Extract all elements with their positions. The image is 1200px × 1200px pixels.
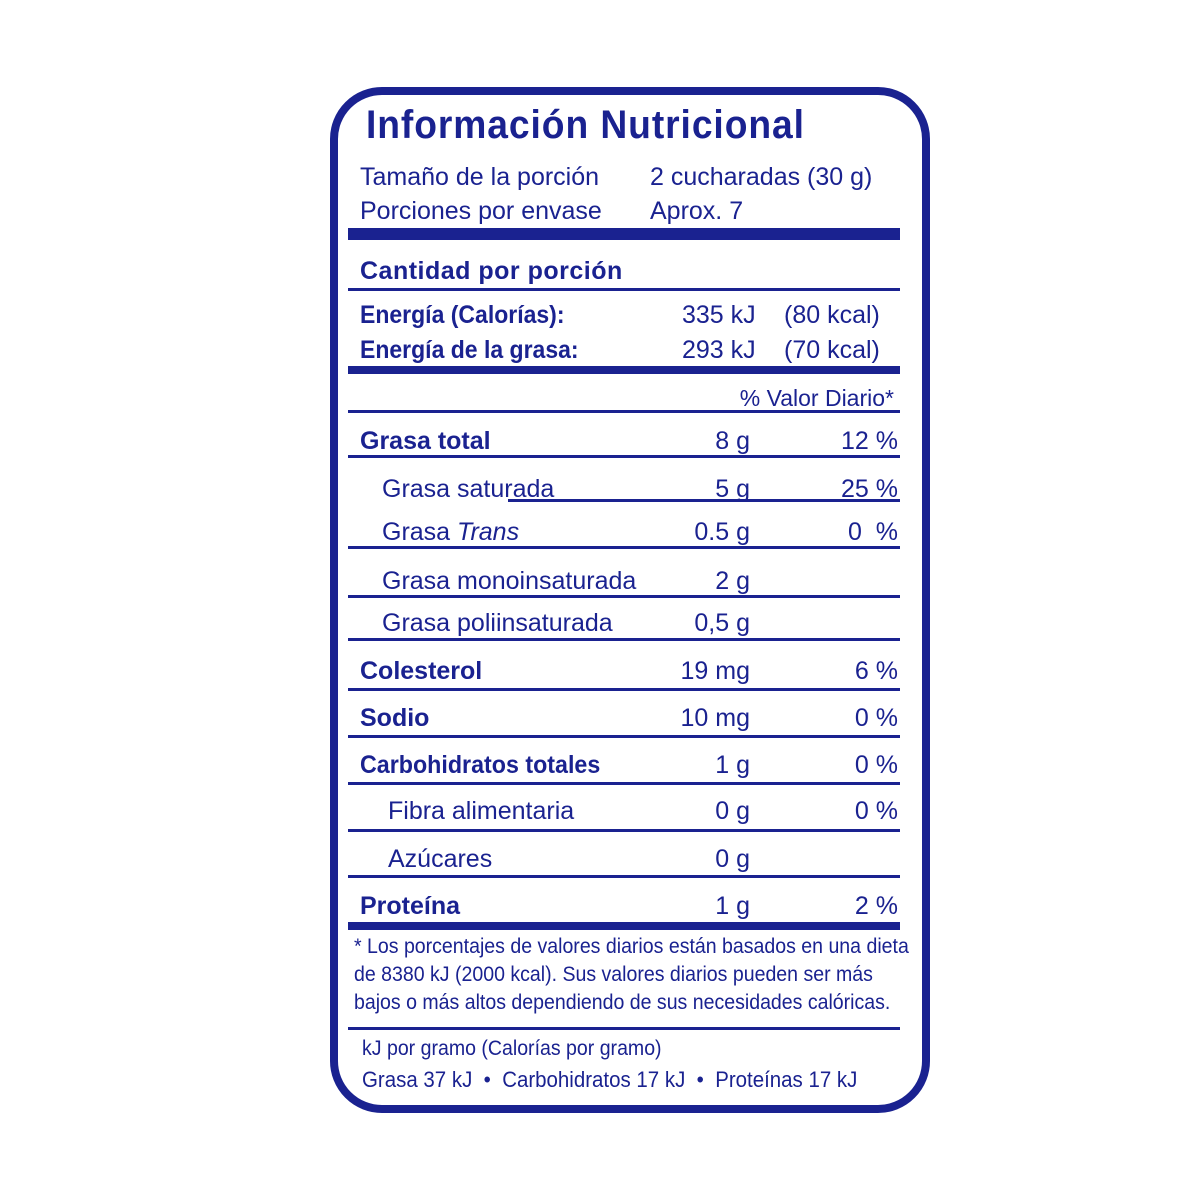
nutrient-amount: 1 g (715, 892, 750, 920)
nutrient-daily-value: 0 % (854, 704, 898, 732)
divider (348, 366, 900, 374)
nutrient-amount: 0.5 g (694, 518, 750, 546)
servings-per-container-label: Porciones por envase (360, 197, 602, 225)
nutrient-amount: 0,5 g (694, 609, 750, 637)
divider (348, 595, 900, 598)
energy-per-gram-header: kJ por gramo (Calorías por gramo) (362, 1037, 662, 1060)
nutrient-daily-value: 25 % (841, 475, 898, 503)
nutrient-label: Carbohidratos totales (360, 751, 601, 779)
servings-per-container-value: Aprox. 7 (650, 197, 744, 225)
nutrient-amount: 0 g (715, 845, 750, 873)
energy-label: Energía (Calorías): (360, 301, 565, 329)
footnote-line: * Los porcentajes de valores diarios est… (354, 935, 909, 958)
nutrient-label: Grasa monoinsaturada (382, 567, 637, 595)
nutrient-daily-value: 12 % (841, 427, 898, 455)
divider (348, 922, 900, 930)
nutrient-label: Grasa poliinsaturada (382, 609, 613, 637)
nutrient-label: Sodio (360, 704, 430, 732)
divider (348, 875, 900, 878)
nutrient-label: Grasa saturada (382, 475, 555, 503)
divider (348, 546, 900, 549)
serving-size-label: Tamaño de la porción (360, 163, 600, 191)
nutrient-amount: 2 g (715, 567, 750, 595)
daily-value-header: % Valor Diario* (739, 385, 894, 411)
nutrient-daily-value: 6 % (854, 657, 898, 685)
energy-kcal: (80 kcal) (784, 301, 880, 329)
nutrient-label: Colesterol (360, 657, 483, 685)
divider (348, 455, 900, 458)
nutrient-daily-value: 0 % (854, 751, 898, 779)
nutrition-facts-label: Información Nutricional Tamaño de la por… (330, 87, 930, 1113)
fat-energy-kj: 293 kJ (682, 336, 756, 364)
nutrient-daily-value: 0 % (847, 518, 898, 546)
divider (348, 829, 900, 832)
amount-per-serving-heading: Cantidad por porción (360, 257, 623, 285)
nutrient-amount: 19 mg (680, 657, 750, 685)
divider (348, 228, 900, 240)
nutrient-daily-value: 0 % (854, 797, 898, 825)
divider (348, 1027, 900, 1030)
energy-kj: 335 kJ (682, 301, 756, 329)
nutrient-label: Grasa Trans (382, 518, 519, 547)
divider (348, 288, 900, 291)
nutrient-amount: 8 g (715, 427, 750, 455)
nutrient-label-text: Grasa (382, 518, 458, 546)
divider (348, 782, 900, 785)
fat-energy-kcal: (70 kcal) (784, 336, 880, 364)
divider (348, 410, 900, 413)
serving-size-value: 2 cucharadas (30 g) (650, 163, 873, 191)
divider (508, 499, 900, 502)
nutrient-label-italic: Trans (457, 518, 520, 546)
footnote-line: de 8380 kJ (2000 kcal). Sus valores diar… (354, 963, 873, 986)
nutrient-amount: 5 g (715, 475, 750, 503)
nutrient-amount: 1 g (715, 751, 750, 779)
fat-energy-label: Energía de la grasa: (360, 336, 579, 364)
nutrient-label: Fibra alimentaria (388, 797, 575, 825)
divider (348, 688, 900, 691)
nutrient-daily-value: 2 % (854, 892, 898, 920)
nutrient-label: Grasa total (360, 427, 491, 455)
energy-per-gram-values: Grasa 37 kJ • Carbohidratos 17 kJ • Prot… (362, 1067, 858, 1092)
footnote-line: bajos o más altos dependiendo de sus nec… (354, 991, 891, 1014)
nutrient-label: Azúcares (388, 845, 493, 873)
nutrient-amount: 0 g (715, 797, 750, 825)
nutrient-label: Proteína (360, 892, 461, 920)
label-title: Información Nutricional (366, 103, 805, 147)
divider (348, 735, 900, 738)
nutrient-amount: 10 mg (680, 704, 750, 732)
divider (348, 638, 900, 641)
